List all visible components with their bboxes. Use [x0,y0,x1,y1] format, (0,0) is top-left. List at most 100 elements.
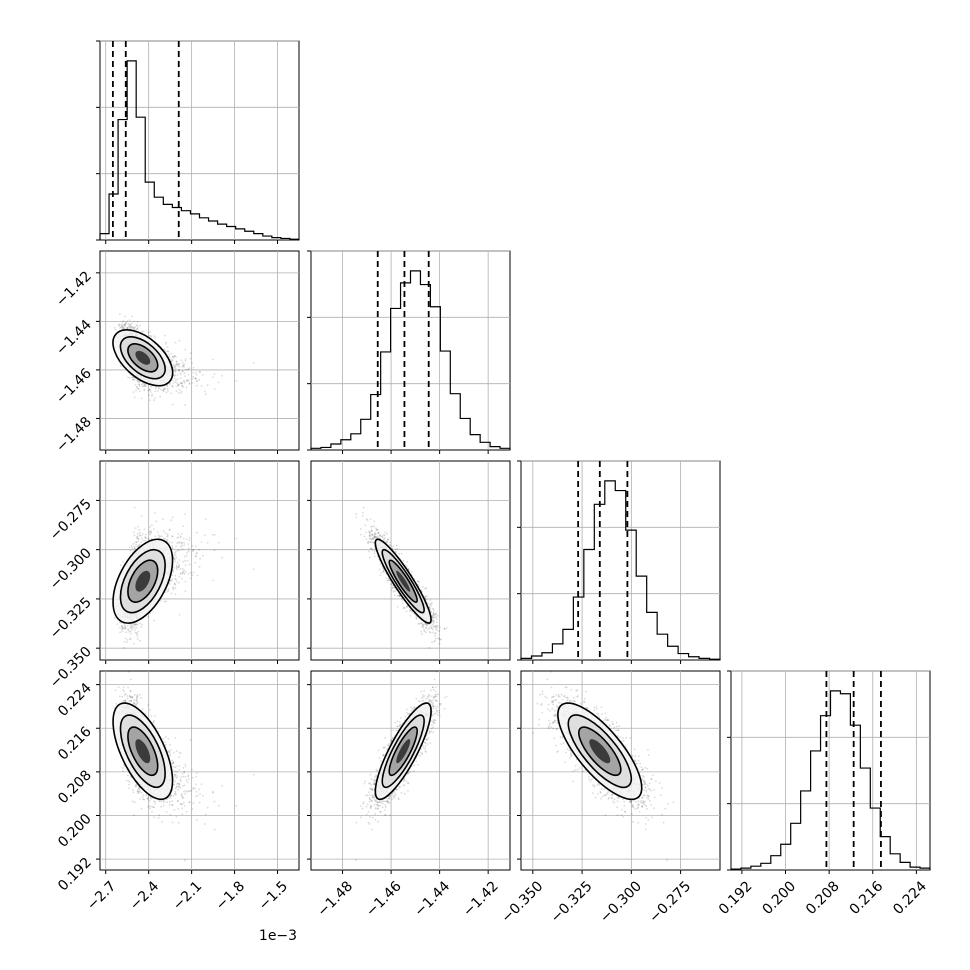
histogram-panel-1 [307,250,511,454]
sample-point [121,320,124,323]
sample-point [142,330,144,333]
sample-point [169,579,172,582]
sample-point [180,390,183,392]
sample-point [134,624,136,626]
sample-point [150,532,152,534]
sample-point [177,384,180,386]
sample-point [171,385,174,387]
sample-point [137,545,140,548]
sample-point [139,325,141,327]
sample-point [131,376,134,379]
sample-point [135,632,138,635]
sample-point [185,386,188,389]
sample-point [118,323,121,325]
sample-point [133,320,135,323]
sample-point [153,399,155,402]
sample-point [150,335,153,338]
sample-point [170,579,173,582]
sample-point [159,599,162,602]
sample-point [135,623,137,626]
sample-point [191,362,194,364]
sample-point [213,534,216,536]
sample-point [167,390,169,392]
scatter-panel-0-2: −0.350−0.325−0.300−0.275 [47,460,300,692]
sample-point [147,389,150,392]
sample-point [147,331,150,334]
sample-point [173,552,176,554]
sample-point [181,568,184,570]
sample-point [184,358,187,360]
sample-point [173,583,176,586]
sample-point [162,518,164,520]
density-contour [135,350,151,365]
sample-point [199,557,202,560]
sample-point [135,324,138,326]
sample-point [192,550,195,553]
sample-point [119,365,122,367]
sample-point [141,385,144,388]
sample-point [130,322,133,325]
sample-point [160,535,163,538]
sample-point [148,388,151,391]
sample-point [140,625,143,628]
sample-point [142,382,145,385]
sample-point [182,380,185,383]
sample-point [173,567,176,569]
sample-point [184,375,186,377]
sample-point [166,385,169,388]
sample-point [147,334,150,337]
sample-point [178,369,180,372]
sample-point [172,569,175,571]
sample-point [183,380,186,382]
sample-point [114,329,117,331]
sample-point [160,388,162,391]
sample-point [130,325,132,328]
sample-point [177,541,180,544]
sample-point [162,389,165,391]
sample-point [126,327,129,329]
sample-point [154,336,157,339]
sample-point [177,533,180,535]
sample-point [130,632,132,635]
sample-point [175,390,178,392]
sample-point [162,389,164,392]
sample-point [138,544,141,547]
sample-point [195,555,197,557]
sample-point [175,379,177,382]
sample-point [175,556,178,559]
sample-point [184,348,187,351]
sample-point [170,358,173,361]
sample-point [176,377,179,380]
sample-point [148,533,151,536]
sample-point [162,537,165,540]
sample-point [195,551,198,554]
sample-point [175,360,178,363]
sample-point [153,528,155,530]
sample-point [176,549,179,552]
sample-point [171,574,174,577]
sample-point [183,544,186,547]
sample-point [137,381,139,383]
sample-point [171,541,174,544]
sample-point [189,571,192,574]
sample-point [113,326,116,329]
sample-point [133,506,136,509]
sample-point [168,528,171,531]
sample-point [189,577,192,580]
sample-point [131,628,133,631]
sample-point [137,540,140,543]
sample-point [187,373,190,376]
scatter-points [112,506,255,649]
sample-point [192,571,195,574]
sample-point [170,352,173,355]
sample-point [135,544,138,546]
sample-point [123,647,126,649]
sample-point [173,369,175,371]
sample-point [157,534,160,536]
sample-point [164,537,167,540]
sample-point [184,570,187,573]
sample-point [186,368,189,371]
sample-point [155,520,158,523]
sample-point [198,378,201,381]
sample-point [181,548,184,550]
